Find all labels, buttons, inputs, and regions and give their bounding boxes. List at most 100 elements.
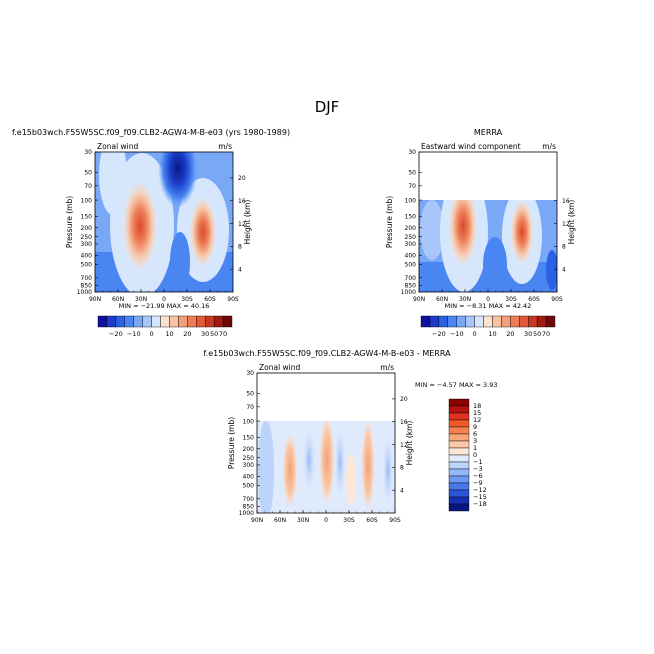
colorbar-label: 9 <box>473 423 477 431</box>
y-tick-label: 150 <box>405 213 417 220</box>
colorbar-label: −15 <box>473 493 487 501</box>
colorbar-swatch <box>115 315 126 328</box>
y-tick-label: 50 <box>408 170 416 177</box>
x-tick-label: 90N <box>413 296 425 303</box>
y-axis-title: Pressure (mb) <box>385 196 394 248</box>
colorbar-swatch <box>97 315 108 328</box>
jet-core-south <box>189 196 217 268</box>
colorbar-label: −6 <box>473 472 483 480</box>
colorbar-swatch <box>519 315 529 328</box>
y-tick-label: 400 <box>405 253 417 260</box>
height-tick-label: 20 <box>400 396 408 403</box>
colorbar-swatch <box>448 496 470 505</box>
diff-neg-15n <box>302 424 316 496</box>
x-tick-label: 60S <box>528 296 540 303</box>
y-tick-label: 300 <box>405 241 417 248</box>
colorbar-label: 70 <box>542 330 550 338</box>
x-tick-label: 60S <box>204 296 216 303</box>
panel-left-label: Zonal wind <box>259 363 301 372</box>
colorbar-label: 30 <box>201 330 209 338</box>
colorbar-swatch <box>204 315 215 328</box>
colorbar-label: 20 <box>506 330 514 338</box>
colorbar-swatch <box>133 315 143 328</box>
y-tick-label: 100 <box>81 197 93 204</box>
colorbar-label: −10 <box>450 330 464 338</box>
y-tick-label: 500 <box>405 262 417 269</box>
colorbar-label: −10 <box>127 330 141 338</box>
x-axis: 90N 60N 30N 0 30S 60S 90S <box>413 289 563 303</box>
height-tick-label: 4 <box>238 266 242 273</box>
colorbar-label: −3 <box>473 465 483 473</box>
y-tick-label: 70 <box>408 183 416 190</box>
colorbar-label: 0 <box>473 330 477 338</box>
height-tick-label: 8 <box>238 244 242 251</box>
y-tick-label: 100 <box>405 197 417 204</box>
diff-pos-equator <box>319 421 335 508</box>
colorbar-label: −18 <box>473 500 487 508</box>
x-axis: 90N 60N 30N 0 30S 60S 90S <box>89 289 239 303</box>
colorbar-swatch <box>501 315 511 328</box>
colorbar-swatch <box>448 461 470 470</box>
y-tick-label: 70 <box>84 183 92 190</box>
colorbar-label: 10 <box>165 330 173 338</box>
colorbar-swatch <box>448 433 470 442</box>
colorbar-label: 0 <box>473 451 477 459</box>
colorbar-swatch <box>420 315 431 328</box>
x-tick-label: 60N <box>112 296 124 303</box>
panel-title: MERRA <box>474 128 503 137</box>
y-tick-label: 400 <box>81 253 93 260</box>
y-tick-label: 300 <box>243 462 255 469</box>
y-tick-label: 200 <box>243 446 255 453</box>
height-tick-label: 16 <box>400 419 408 426</box>
colorbar-label: 70 <box>219 330 227 338</box>
x-tick-label: 30S <box>505 296 517 303</box>
colorbar-label: −12 <box>473 486 487 494</box>
x-tick-label: 90S <box>551 296 563 303</box>
field-polar-minimum <box>546 250 557 290</box>
colorbar-merra: −20 −10 0 10 20 30 50 70 <box>420 315 556 338</box>
colorbar-label: −1 <box>473 458 483 466</box>
x-tick-label: 30S <box>181 296 193 303</box>
panel-unit-label: m/s <box>542 142 556 151</box>
colorbar-swatch <box>448 447 470 456</box>
colorbar-swatch <box>178 315 188 328</box>
colorbar-label: 10 <box>488 330 496 338</box>
colorbar-label: −20 <box>109 330 123 338</box>
field-tropical-minimum <box>170 232 190 292</box>
colorbar-swatch <box>429 315 440 328</box>
stats-label: MIN = −8.31 MAX = 42.42 <box>445 302 532 310</box>
jet-core-north <box>448 200 478 268</box>
colorbar-label: 50 <box>210 330 218 338</box>
y-tick-label: 1000 <box>401 289 416 296</box>
colorbar-swatch <box>222 315 233 328</box>
panel-title: f.e15b03wch.F55W5SC.f09_f09.CLB2-AGW4-M-… <box>203 349 451 358</box>
colorbar-swatch <box>448 454 470 463</box>
colorbar-swatch <box>483 315 493 328</box>
y-tick-label: 30 <box>246 370 254 377</box>
page-title: DJF <box>315 98 340 116</box>
height-tick-label: 12 <box>238 221 246 228</box>
colorbar-label: 50 <box>533 330 541 338</box>
y-tick-label: 700 <box>81 275 93 282</box>
height-axis-title: Height (km) <box>567 200 576 245</box>
height-tick-label: 4 <box>400 487 404 494</box>
y-tick-label: 150 <box>81 213 93 220</box>
colorbar-swatch <box>528 315 538 328</box>
diff-pos-60s <box>361 421 375 513</box>
x-tick-label: 90S <box>389 517 401 524</box>
x-tick-label: 30N <box>459 296 471 303</box>
y-tick-label: 150 <box>243 434 255 441</box>
colorbar-swatch <box>124 315 134 328</box>
panel-left-label: Zonal wind <box>97 142 139 151</box>
height-tick-label: 16 <box>562 198 570 205</box>
colorbar-label: 6 <box>473 430 477 438</box>
y-tick-label: 850 <box>81 283 93 290</box>
stats-label: MIN = −21.99 MAX = 40.16 <box>119 302 210 310</box>
colorbar-swatch <box>448 475 470 484</box>
y-tick-label: 250 <box>81 234 93 241</box>
y-tick-label: 200 <box>81 225 93 232</box>
y-tick-label: 500 <box>81 262 93 269</box>
height-tick-label: 16 <box>238 198 246 205</box>
